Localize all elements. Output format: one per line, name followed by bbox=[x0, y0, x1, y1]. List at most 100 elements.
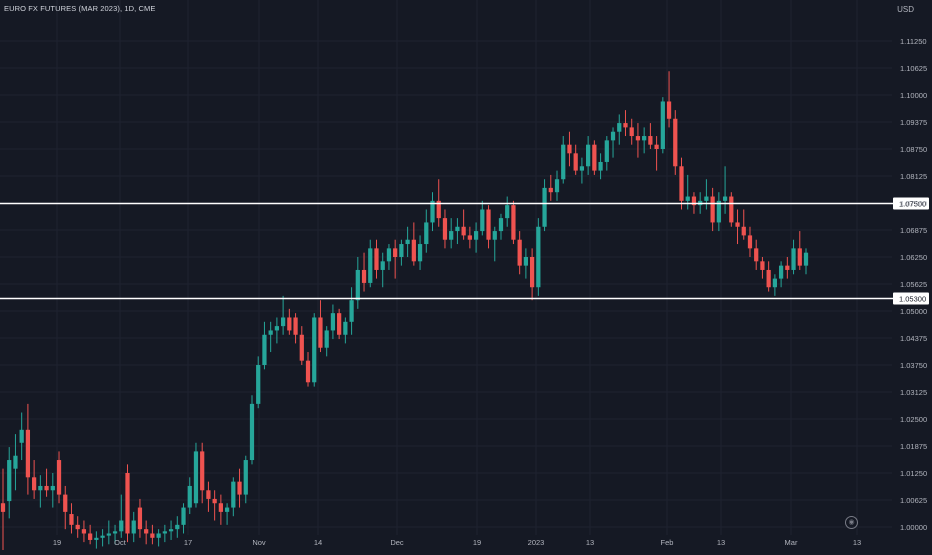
candle bbox=[561, 136, 566, 184]
candle bbox=[175, 516, 180, 538]
candle-body bbox=[623, 123, 628, 128]
candle bbox=[81, 520, 87, 543]
candle bbox=[467, 226, 472, 249]
candle-body bbox=[56, 460, 62, 495]
candle bbox=[112, 524, 118, 545]
candle-body bbox=[442, 218, 448, 240]
candle bbox=[716, 192, 721, 232]
price-tick-label: 1.09375 bbox=[900, 118, 927, 127]
candle bbox=[411, 222, 416, 266]
time-tick-label: Mar bbox=[785, 538, 798, 547]
time-tick-label: 17 bbox=[184, 538, 192, 547]
candle-body bbox=[529, 257, 535, 288]
candle-body bbox=[766, 269, 771, 288]
candle-body bbox=[150, 533, 155, 538]
candle bbox=[361, 252, 367, 292]
candle bbox=[243, 455, 248, 504]
candle bbox=[38, 475, 43, 508]
candle-body bbox=[511, 205, 516, 240]
candle bbox=[25, 403, 31, 495]
candle-body bbox=[349, 300, 354, 322]
candle-body bbox=[629, 127, 634, 137]
candles bbox=[0, 71, 809, 555]
candle bbox=[156, 529, 161, 547]
level-price-badge bbox=[893, 197, 929, 210]
candle-body bbox=[648, 136, 653, 145]
candle bbox=[729, 192, 734, 227]
candle bbox=[679, 157, 684, 210]
candle bbox=[417, 235, 423, 270]
candle-body bbox=[617, 123, 622, 132]
time-tick-label: 14 bbox=[314, 538, 322, 547]
candle bbox=[778, 261, 784, 288]
candle bbox=[741, 209, 746, 240]
candle-body bbox=[0, 503, 6, 512]
candle-body bbox=[642, 136, 647, 141]
candle-body bbox=[561, 144, 566, 180]
candle bbox=[710, 187, 715, 232]
candle bbox=[88, 524, 93, 545]
candle-body bbox=[679, 166, 684, 201]
candle bbox=[0, 468, 6, 555]
candle-body bbox=[567, 144, 572, 154]
candle-body bbox=[760, 261, 765, 270]
candle bbox=[642, 127, 647, 154]
candle-body bbox=[237, 481, 242, 495]
candle bbox=[218, 494, 223, 525]
level-price-badge bbox=[893, 292, 929, 305]
candle-body bbox=[293, 317, 298, 335]
candle bbox=[312, 313, 317, 387]
price-tick-label: 1.08750 bbox=[900, 145, 927, 154]
candle-body bbox=[156, 533, 161, 538]
candle-body bbox=[175, 524, 180, 530]
candle-body bbox=[287, 317, 292, 331]
candle bbox=[224, 503, 230, 525]
candle bbox=[349, 287, 354, 335]
time-tick-label: Oct bbox=[114, 538, 127, 547]
candle bbox=[455, 218, 460, 245]
candle bbox=[511, 200, 516, 245]
candle-body bbox=[554, 179, 560, 193]
price-tick-label: 1.07500 bbox=[900, 199, 927, 208]
candle bbox=[648, 123, 653, 149]
candle bbox=[330, 304, 336, 340]
candle bbox=[405, 226, 410, 257]
candle bbox=[7, 447, 12, 519]
price-tick-label: 1.05000 bbox=[900, 307, 927, 316]
candle-body bbox=[710, 196, 715, 223]
candle bbox=[567, 131, 572, 167]
candle-body bbox=[660, 101, 665, 149]
price-axis: 1.11250 1.10625 1.10000 1.09375 1.08750 1.081… bbox=[900, 37, 927, 532]
candle-body bbox=[224, 507, 230, 512]
candle bbox=[168, 520, 174, 540]
candle bbox=[629, 118, 634, 145]
price-tick-label: 1.02500 bbox=[900, 415, 927, 424]
price-tick-label: 1.05625 bbox=[900, 280, 927, 289]
candle-body bbox=[586, 144, 591, 167]
level-price-label: 1.05300 bbox=[899, 295, 926, 304]
tradingview-logo-icon[interactable]: ◉ bbox=[845, 516, 858, 529]
candle bbox=[231, 477, 236, 517]
candle bbox=[747, 226, 753, 257]
candle bbox=[598, 153, 603, 180]
candle-body bbox=[461, 226, 466, 236]
candle-body bbox=[312, 317, 317, 383]
candle bbox=[268, 321, 273, 353]
candle bbox=[660, 97, 665, 154]
candle-body bbox=[200, 451, 205, 491]
candle-body bbox=[368, 248, 373, 283]
candle-body bbox=[754, 248, 759, 262]
candle bbox=[187, 477, 192, 515]
candle bbox=[181, 503, 186, 534]
candle bbox=[200, 442, 205, 504]
candle-body bbox=[280, 317, 286, 327]
candle bbox=[610, 127, 616, 158]
candle bbox=[803, 248, 809, 275]
candle bbox=[592, 140, 597, 175]
candle-body bbox=[212, 498, 217, 504]
candle bbox=[573, 144, 578, 175]
price-tick-label: 1.10000 bbox=[900, 91, 927, 100]
price-tick-label: 1.01250 bbox=[900, 469, 927, 478]
